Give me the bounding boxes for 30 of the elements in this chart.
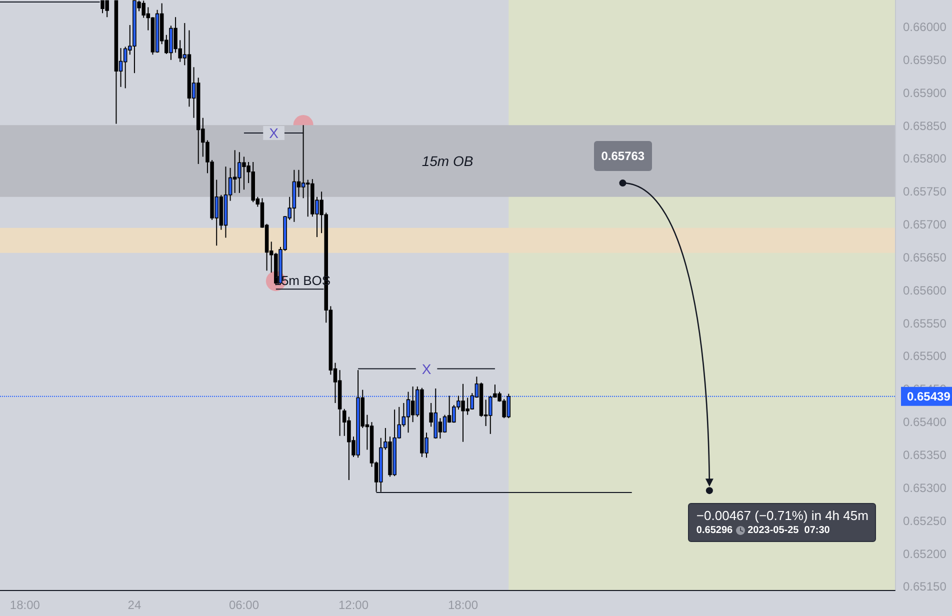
y-tick-label: 0.65550 [903, 316, 947, 330]
ref-line-label: 0.65439 [907, 389, 951, 404]
x-tick-label: 12:00 [338, 598, 369, 612]
y-tick-label: 0.65950 [903, 52, 947, 67]
x-tick-label: 06:00 [228, 598, 260, 612]
y-tick-label: 0.65700 [903, 218, 947, 232]
x-tick-label: 24 [128, 598, 142, 612]
annotation: 0.65763 [594, 141, 652, 172]
y-tick-label: 0.65650 [903, 250, 947, 264]
annotation: X [422, 360, 432, 377]
y-tick-label: 0.65750 [903, 184, 947, 199]
x-tick-label: 18:00 [448, 598, 478, 612]
y-tick-label: 0.65800 [903, 152, 947, 166]
y-tick-label: 0.66000 [903, 20, 947, 34]
y-tick-label: 0.65500 [903, 349, 947, 364]
y-tick-label: 0.65400 [903, 415, 947, 430]
y-tick-label: 0.65250 [903, 514, 947, 528]
y-tick-label: 0.65200 [903, 546, 947, 561]
y-tick-label: 0.65850 [903, 118, 947, 133]
annotation: −0.00467 (−0.71%) in 4h 45m [696, 508, 868, 523]
annotation: X [269, 125, 280, 142]
y-tick-label: 0.65300 [903, 480, 947, 495]
y-tick-label: 0.65150 [903, 580, 947, 594]
annotation: 2023-05-25 07:30 [748, 524, 830, 536]
band-label: 15m OB [422, 153, 474, 169]
y-tick-label: 0.65900 [903, 86, 947, 100]
y-tick-label: 0.65350 [903, 448, 947, 462]
x-tick-label: 18:00 [10, 598, 40, 612]
y-tick-label: 0.65600 [903, 283, 947, 298]
annotation: 0.65296 [696, 524, 733, 536]
